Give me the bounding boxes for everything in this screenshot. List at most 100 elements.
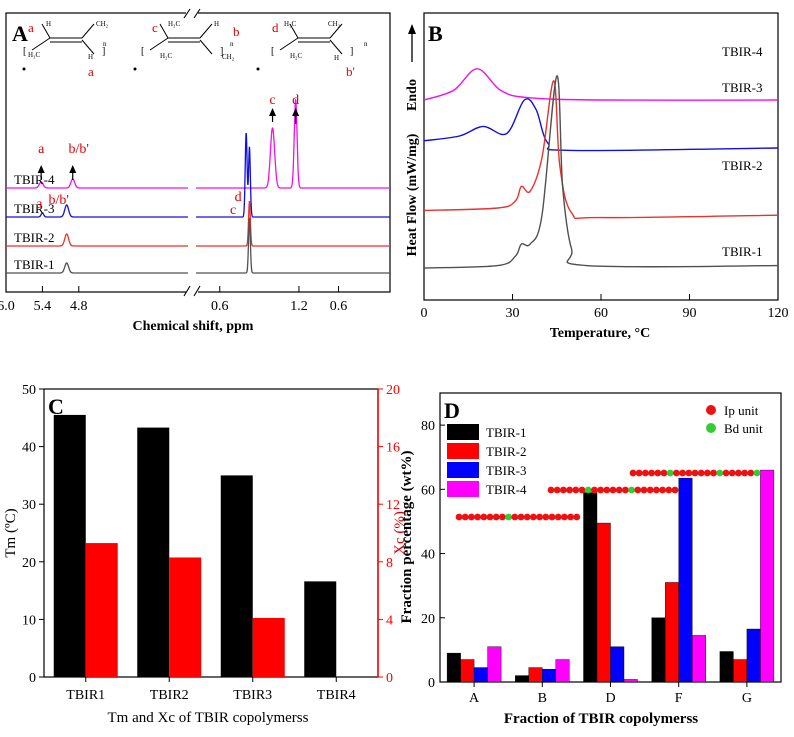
xc-bar xyxy=(252,617,285,677)
tm-bar xyxy=(220,475,253,677)
fraction-bar xyxy=(528,667,543,683)
ip-unit-dot xyxy=(523,513,531,521)
bond xyxy=(289,23,299,39)
spectrum-line-left xyxy=(6,204,188,218)
spectrum-line-left xyxy=(6,262,188,274)
ip-unit-dot xyxy=(654,469,662,477)
unit-legend: Ip unit Bd unit xyxy=(706,403,763,436)
ip-unit-dot xyxy=(635,469,643,477)
chain-end-dot xyxy=(133,67,137,71)
ip-unit-dot xyxy=(572,486,580,494)
ip-unit-dot xyxy=(474,513,481,521)
structure-group: H₃C xyxy=(284,20,296,28)
x-tick-label: 1.2 xyxy=(290,299,308,314)
structure-label: b' xyxy=(346,64,355,79)
ip-unit-dot xyxy=(710,469,717,477)
y-tick-label-right: 16 xyxy=(386,441,400,456)
ip-unit-dot xyxy=(673,469,680,477)
x-tick-label: 90 xyxy=(683,306,697,321)
ip-unit-dot xyxy=(622,486,629,494)
axis-break-mark xyxy=(193,285,201,297)
panel-a-letter: A xyxy=(12,21,28,46)
x-tick-label: 4.8 xyxy=(70,299,88,314)
ip-unit-dot xyxy=(665,486,673,494)
panel-d-ylabel: Fraction percentage (wt%) xyxy=(399,450,415,623)
x-tick-label: G xyxy=(742,691,752,706)
ip-unit-dot xyxy=(671,486,679,494)
ip-unit-dot xyxy=(646,486,654,494)
y-tick-label-left: 30 xyxy=(22,498,36,513)
x-tick-label: TBIR2 xyxy=(150,688,189,703)
peak-arrowhead xyxy=(292,108,300,116)
peak-label: d xyxy=(235,190,242,205)
fraction-bar xyxy=(623,679,638,683)
peak-label: a xyxy=(36,197,43,212)
bd-unit-dot xyxy=(666,469,674,477)
bond xyxy=(81,39,95,55)
x-tick-label: 30 xyxy=(506,306,520,321)
y-tick-label: 80 xyxy=(421,419,435,434)
y-tick-label: 0 xyxy=(428,676,435,691)
x-tick-label: 0.6 xyxy=(211,299,229,314)
ip-unit-dot xyxy=(499,513,506,521)
ip-unit-dot xyxy=(609,486,617,494)
fraction-bars: A B D F G 0 20 40 60 80 TBIR-1 TBIR-2 TBIR-3 TBIR-4 xyxy=(421,419,775,706)
fraction-bar xyxy=(610,646,625,683)
ip-unit-dot xyxy=(573,513,581,521)
panel-b-xlabel: Temperature, °C xyxy=(550,326,650,341)
ip-unit-dot xyxy=(511,513,519,521)
spectrum-line-right xyxy=(196,200,390,247)
ip-unit-dot xyxy=(706,405,716,415)
structure-group: CH₂ xyxy=(96,20,109,28)
chain-end-dot xyxy=(22,67,26,71)
ip-unit-dot xyxy=(536,513,543,521)
structure-label: a xyxy=(88,64,94,79)
fraction-bar xyxy=(596,522,611,683)
ip-unit-dot xyxy=(634,486,642,494)
structure-group: H xyxy=(334,54,339,62)
bond xyxy=(279,37,299,51)
fraction-bar xyxy=(746,628,761,683)
ip-unit-dot xyxy=(728,469,736,477)
y-tick-label-left: 20 xyxy=(22,556,36,571)
x-tick-label: 5.4 xyxy=(34,299,52,314)
bd-unit-dot xyxy=(505,513,512,521)
structure-group: H₂C xyxy=(290,52,302,60)
bd-unit-dot xyxy=(753,469,761,477)
ip-unit-dot xyxy=(735,469,742,477)
x-tick-label: 0 xyxy=(421,306,428,321)
bracket: [ xyxy=(23,46,26,57)
y-tick-label-right: 12 xyxy=(386,498,400,513)
y-tick-label-left: 0 xyxy=(29,671,36,686)
xc-bar xyxy=(85,543,118,677)
x-tick-label: F xyxy=(675,691,683,706)
fraction-bar xyxy=(760,469,775,683)
y-tick-label-left: 40 xyxy=(22,441,36,456)
panel-d-letter: D xyxy=(444,398,460,423)
xc-bar xyxy=(169,557,202,677)
sample-label: TBIR-1 xyxy=(722,244,762,259)
ip-unit-dot xyxy=(679,469,686,477)
peak-label: c xyxy=(269,93,275,108)
ip-unit-dot xyxy=(492,513,500,521)
nmr-spectra: TBIR-4 TBIR-3 TBIR-2 TBIR-1 6.0 5.4 4.8 0.6 1.2 0… xyxy=(0,8,390,314)
structure-group: H xyxy=(88,53,93,61)
x-tick-label: 120 xyxy=(768,306,789,321)
bond xyxy=(329,23,343,39)
bracket: ] xyxy=(220,46,223,57)
ip-unit-dot xyxy=(547,486,555,494)
structure-group: CH₂ xyxy=(328,20,341,28)
sample-label: TBIR-2 xyxy=(722,158,762,173)
axis-break-mark xyxy=(183,285,191,297)
ip-unit-dot xyxy=(553,486,561,494)
ip-unit-dot xyxy=(455,513,463,521)
legend-swatch xyxy=(447,424,479,440)
ip-unit-dot xyxy=(461,513,469,521)
x-tick-label: D xyxy=(605,691,615,706)
ip-unit-dot xyxy=(741,469,748,477)
panel-c-ylabel-left: Tm (ºC) xyxy=(3,508,19,557)
x-tick-label: TBIR3 xyxy=(233,688,272,703)
fraction-bar xyxy=(692,635,706,683)
bond xyxy=(81,23,95,39)
legend-label: TBIR-3 xyxy=(486,463,526,478)
